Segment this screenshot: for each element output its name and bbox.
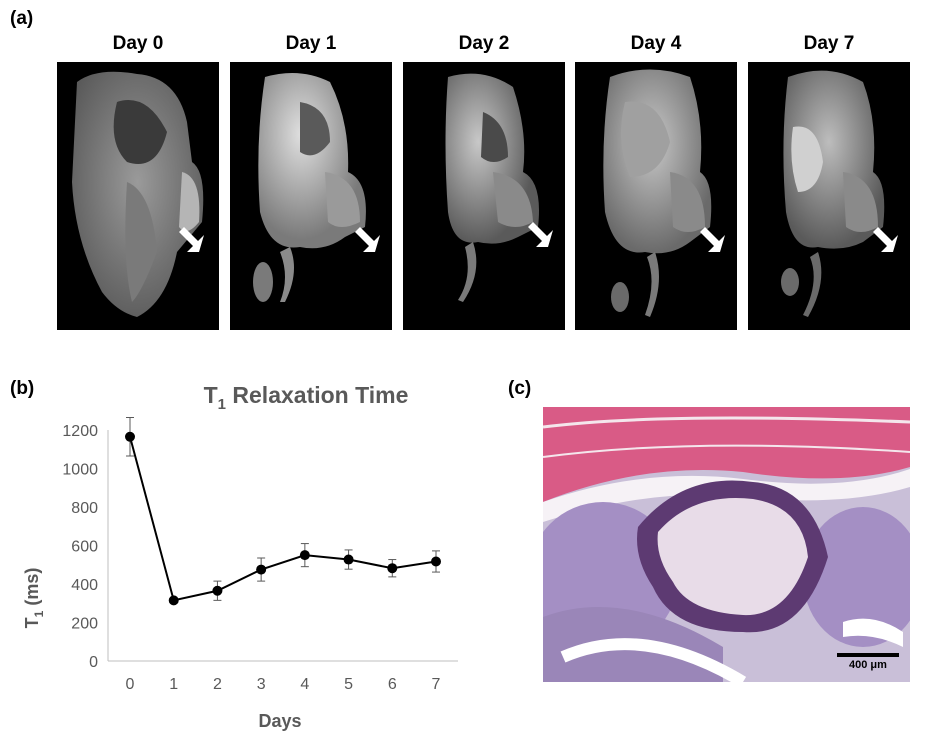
y-tick-label: 1000 [62,462,98,479]
panel-c-label: (c) [508,378,532,399]
mri-image-day-4 [575,62,737,330]
mri-image-day-2 [403,62,565,330]
white-arrow-icon [528,222,553,247]
panel-b-label: (b) [10,378,35,399]
y-tick-label: 800 [71,500,98,517]
day-2-title: Day 2 [458,33,510,54]
x-axis-label: Days [258,711,301,731]
chart-axes: 0 200 400 600 800 1000 1200 0 1 2 3 4 5 6 7 [62,423,458,693]
y-tick-label: 1200 [62,423,98,440]
x-tick-label: 2 [213,676,222,693]
scale-bar [837,653,899,657]
day-1-title: Day 1 [285,33,337,54]
x-tick-label: 0 [126,676,135,693]
x-tick-label: 3 [257,676,266,693]
mri-image-day-7 [748,62,910,330]
chart-title: T1 Relaxation Time [204,382,409,413]
x-tick-label: 1 [169,676,178,693]
x-tick-label: 4 [300,676,309,693]
scale-bar-label: 400 μm [849,659,887,671]
series-line [129,436,437,602]
data-point [299,550,310,561]
y-tick-label: 0 [89,654,98,671]
data-point [212,585,223,596]
x-tick-label: 5 [344,676,353,693]
data-point [387,563,398,574]
data-point [343,554,354,565]
x-tick-label: 6 [388,676,397,693]
white-arrow-icon [700,227,725,252]
mri-image-day-0 [57,62,219,330]
y-tick-label: 400 [71,577,98,594]
mri-image-day-1 [230,62,392,330]
t1-relaxation-chart: T1 Relaxation Time T1 (ms) Days 0 200 400 6… [22,382,458,731]
chart-marks [125,416,441,606]
y-tick-label: 600 [71,539,98,556]
day-0-title: Day 0 [112,33,164,54]
y-tick-label: 200 [71,616,98,633]
white-arrow-icon [355,227,380,252]
x-tick-label: 7 [432,676,441,693]
day-7-title: Day 7 [803,33,855,54]
panel-a-label: (a) [10,8,34,29]
data-point [125,431,135,442]
white-arrow-icon [179,227,204,252]
histology-image: 400 μm [543,407,910,682]
data-point [431,556,441,567]
white-arrow-icon [873,227,898,252]
data-point [256,564,267,575]
day-4-title: Day 4 [630,33,682,54]
data-point [168,595,179,606]
y-axis-label: T1 (ms) [22,568,46,629]
